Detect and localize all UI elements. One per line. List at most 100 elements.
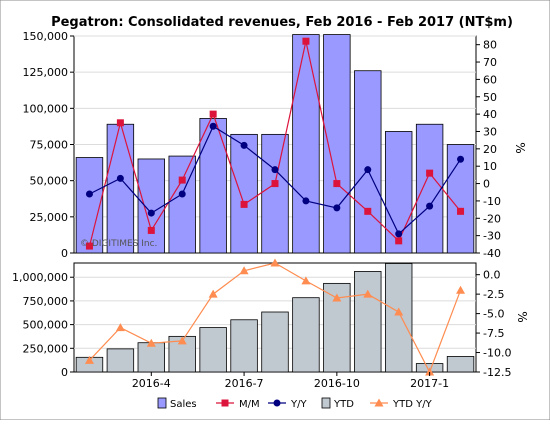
point-ytd-y-y bbox=[394, 307, 404, 316]
left-tick-label: 100,000 bbox=[23, 102, 69, 115]
right-tick-label: -5.0 bbox=[483, 308, 504, 321]
bar-ytd bbox=[354, 271, 382, 373]
point-y-y bbox=[457, 155, 465, 163]
point-ytd-y-y bbox=[146, 338, 156, 347]
right-tick-label: 0 bbox=[483, 178, 490, 191]
point-ytd-y-y bbox=[332, 293, 342, 302]
legend-item-m-m: M/M bbox=[216, 399, 260, 410]
left-tick-label: 0 bbox=[61, 247, 68, 260]
legend-label: Sales bbox=[170, 399, 197, 410]
point-y-y bbox=[395, 230, 403, 238]
left-tick-label: 0 bbox=[61, 366, 68, 379]
right-tick-label: 60 bbox=[483, 73, 497, 86]
legend-swatch bbox=[321, 397, 331, 409]
point-m-m bbox=[178, 176, 186, 184]
left-tick-label: 150,000 bbox=[23, 30, 69, 43]
right-tick-label: 80 bbox=[483, 39, 497, 52]
bar-sales bbox=[261, 133, 289, 254]
right-tick-label: 10 bbox=[483, 160, 497, 173]
bar-ytd bbox=[199, 327, 227, 373]
point-m-m bbox=[457, 207, 465, 215]
legend-item-ytd-y-y: YTD Y/Y bbox=[370, 398, 433, 410]
right-tick-label: 70 bbox=[483, 56, 497, 69]
left-tick-label: 75,000 bbox=[30, 139, 69, 152]
bar-ytd bbox=[292, 297, 320, 373]
x-tick-label: 2017-1 bbox=[410, 377, 449, 390]
top-right-axis: -40 -30 -20 -10 0 10 20 30 40 50 60 70 80 bbox=[476, 39, 501, 260]
right-tick-label: -20 bbox=[483, 212, 501, 225]
bar-ytd bbox=[446, 356, 475, 373]
point-y-y bbox=[426, 202, 434, 210]
right-tick-label: 20 bbox=[483, 143, 497, 156]
left-tick-label: 1,000,000 bbox=[12, 271, 68, 284]
right-tick-label: -30 bbox=[483, 230, 501, 243]
point-m-m bbox=[364, 207, 372, 215]
bottom-left-axis: 0 250,000 500,000 750,000 1,000,000 bbox=[12, 271, 74, 379]
top-lines bbox=[85, 37, 465, 250]
legend-label: Y/Y bbox=[290, 399, 307, 410]
bar-sales bbox=[168, 155, 196, 254]
legend-marker bbox=[221, 399, 229, 407]
right-tick-label: -10 bbox=[483, 195, 501, 208]
bottom-right-axis: -12.5 -10.0 -7.5 -5.0 -2.5 0.0 bbox=[476, 269, 511, 379]
point-ytd-y-y bbox=[301, 276, 311, 285]
bar-sales bbox=[415, 123, 444, 254]
point-y-y bbox=[85, 190, 93, 198]
left-tick-label: 25,000 bbox=[30, 211, 69, 224]
point-m-m bbox=[240, 200, 248, 208]
point-y-y bbox=[333, 204, 341, 212]
legend-label: M/M bbox=[239, 399, 260, 410]
point-y-y bbox=[116, 174, 124, 182]
ytd-bars bbox=[75, 263, 475, 373]
top-right-axis-label: % bbox=[513, 142, 527, 153]
watermark: © DIGITIMES Inc. bbox=[80, 239, 157, 249]
point-m-m bbox=[395, 237, 403, 245]
left-tick-label: 250,000 bbox=[23, 342, 69, 355]
legend-marker bbox=[374, 398, 384, 407]
legend-marker bbox=[273, 399, 281, 407]
right-tick-label: -10.0 bbox=[483, 347, 511, 360]
left-tick-label: 50,000 bbox=[30, 175, 69, 188]
bar-ytd bbox=[137, 342, 166, 373]
point-ytd-y-y bbox=[84, 355, 94, 364]
bar-sales bbox=[292, 34, 320, 254]
bar-ytd bbox=[261, 311, 289, 373]
legend-label: YTD bbox=[333, 399, 354, 410]
x-tick-label: 2016-4 bbox=[132, 377, 171, 390]
point-ytd-y-y bbox=[208, 289, 218, 298]
point-m-m bbox=[302, 37, 310, 45]
bar-sales bbox=[354, 70, 382, 254]
point-m-m bbox=[271, 180, 279, 188]
point-y-y bbox=[240, 141, 248, 149]
point-m-m bbox=[116, 119, 124, 127]
point-y-y bbox=[271, 166, 279, 174]
legend-item-sales: Sales bbox=[157, 397, 197, 410]
point-m-m bbox=[85, 242, 93, 250]
point-y-y bbox=[178, 190, 186, 198]
bar-sales bbox=[137, 158, 166, 254]
legend-item-ytd: YTD bbox=[321, 397, 354, 410]
point-m-m bbox=[147, 226, 155, 234]
right-tick-label: 50 bbox=[483, 91, 497, 104]
point-m-m bbox=[209, 110, 217, 118]
bar-sales bbox=[75, 157, 104, 254]
right-tick-label: -40 bbox=[483, 247, 501, 260]
right-tick-label: 40 bbox=[483, 108, 497, 121]
top-left-axis: 0 25,000 50,000 75,000 100,000 125,000 150,000 bbox=[23, 30, 74, 260]
right-tick-label: -2.5 bbox=[483, 288, 504, 301]
point-m-m bbox=[426, 169, 434, 177]
bottom-lines bbox=[84, 258, 466, 376]
point-ytd-y-y bbox=[270, 258, 280, 267]
x-tick-label: 2016-10 bbox=[314, 377, 360, 390]
point-y-y bbox=[302, 197, 310, 205]
chart-title: Pegatron: Consolidated revenues, Feb 201… bbox=[51, 15, 513, 30]
point-ytd-y-y bbox=[239, 266, 249, 275]
right-tick-label: 30 bbox=[483, 125, 497, 138]
right-tick-label: -7.5 bbox=[483, 327, 504, 340]
legend-label: YTD Y/Y bbox=[392, 399, 433, 410]
sales-bars bbox=[75, 34, 475, 254]
legend: Sales M/M Y/Y YTD YTD Y/Y bbox=[157, 397, 433, 410]
bottom-right-axis-label: % bbox=[515, 311, 529, 322]
